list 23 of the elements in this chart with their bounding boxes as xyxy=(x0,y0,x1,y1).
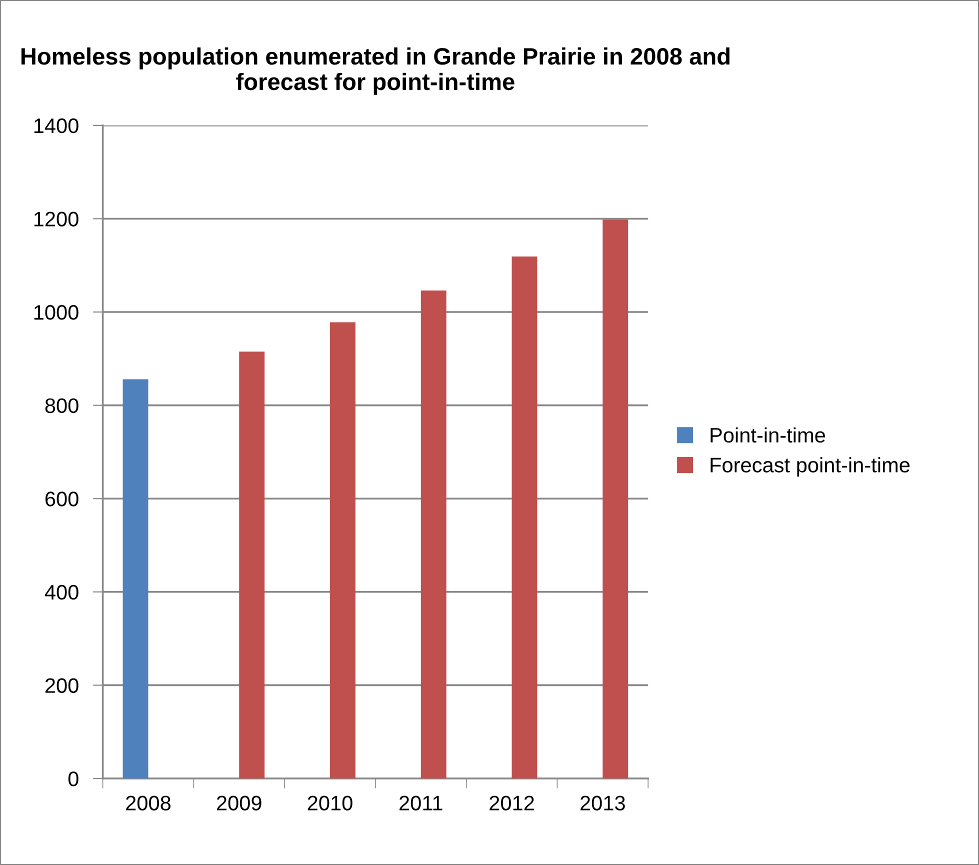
y-tick-label: 1400 xyxy=(34,118,78,134)
y-tick-label: 1200 xyxy=(34,212,78,226)
bar xyxy=(512,256,538,778)
bar xyxy=(239,352,265,778)
y-tick-label: 400 xyxy=(44,584,78,600)
legend-label: Forecast point-in-time xyxy=(710,457,910,477)
x-tick-label: 2008 xyxy=(126,796,171,810)
bar xyxy=(330,322,356,778)
x-tick-label: 2013 xyxy=(580,796,625,810)
y-tick-label: 200 xyxy=(45,678,78,693)
x-tick-label: 2010 xyxy=(308,796,352,810)
bar xyxy=(602,220,628,778)
y-tick-label: 0 xyxy=(68,772,78,786)
chart-title: Homeless population enumerated in Grande Prairie in 2008 and forecast for point-in-time xyxy=(21,47,730,95)
x-tick-label: 2011 xyxy=(400,796,442,810)
legend-label: Point-in-time xyxy=(710,427,826,443)
y-tick-label: 600 xyxy=(45,492,78,506)
y-tick-label: 1000 xyxy=(34,305,78,320)
y-tick-label: 800 xyxy=(45,398,78,414)
bar xyxy=(420,290,446,778)
x-tick-label: 2009 xyxy=(217,796,262,810)
bar xyxy=(122,379,148,778)
x-tick-label: 2012 xyxy=(490,796,534,810)
